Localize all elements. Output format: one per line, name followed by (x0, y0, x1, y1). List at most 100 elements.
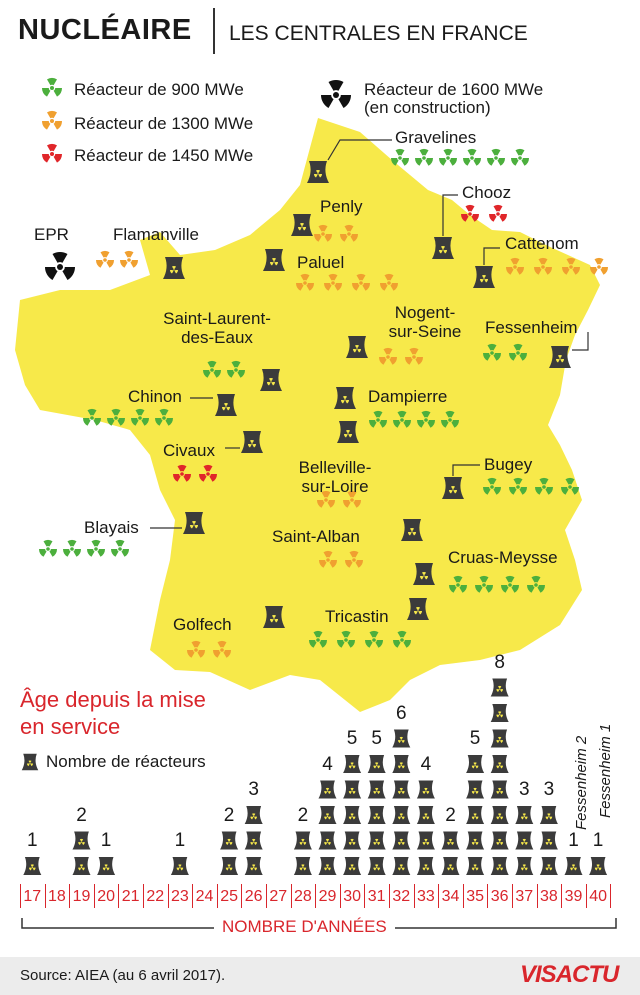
year-divider (20, 884, 21, 908)
count-label-31: 5 (371, 728, 382, 749)
count-label-38: 3 (543, 779, 555, 800)
cattenom-reactor-icon (562, 258, 580, 275)
cruas-reactor-icon (501, 576, 519, 593)
chinon-label: Chinon (128, 387, 182, 406)
tower-trefoil-icon (594, 864, 602, 871)
legend-1600: Réacteur de 1600 MWe (364, 80, 544, 99)
year-divider (610, 884, 612, 908)
blayais-reactor-icon (39, 540, 57, 557)
bugey-reactor-icon (483, 478, 501, 495)
tower-trefoil-icon (545, 864, 553, 871)
year-tick-30: 30 (343, 888, 361, 905)
year-divider (290, 884, 292, 908)
tower-trefoil-icon (250, 838, 257, 845)
count-label-25: 2 (223, 804, 235, 826)
tower-trefoil-icon (422, 864, 430, 871)
year-divider (93, 884, 95, 908)
saint-alban-reactor-icon (345, 551, 363, 568)
tower-trefoil-icon (496, 813, 503, 820)
tower-trefoil-icon (373, 787, 380, 794)
tricastin-reactor-icon (365, 631, 383, 648)
fessenheim-label: Fessenheim (485, 318, 578, 337)
legend-1450: Réacteur de 1450 MWe (74, 146, 254, 165)
footer: Source: AIEA (au 6 avril 2017). VISACTU (0, 957, 640, 995)
year-divider (143, 884, 144, 908)
year-divider (389, 884, 390, 908)
tower-trefoil-icon (398, 838, 405, 845)
year-tick-37: 37 (515, 888, 534, 905)
tower-trefoil-icon (521, 864, 528, 871)
gravelines-reactor-icon (439, 149, 457, 166)
tower-trefoil-icon (324, 813, 331, 820)
count-legend: Nombre de réacteurs (46, 752, 206, 771)
cattenom-reactor-icon (534, 258, 552, 275)
count-label-29: 4 (322, 753, 333, 775)
tower-trefoil-icon (267, 378, 275, 386)
source-note: Source: AIEA (au 6 avril 2017). (20, 967, 226, 984)
tower-trefoil-icon (422, 838, 430, 845)
count-label-28: 2 (297, 804, 309, 826)
year-tick-34: 34 (441, 888, 460, 905)
nogent-label-line1: Nogent- (394, 303, 456, 322)
golfech-reactor-icon (213, 641, 231, 658)
page-title: NUCLÉAIRE (18, 14, 192, 46)
tricastin-reactor-icon (309, 631, 327, 648)
tower-trefoil-icon (447, 838, 454, 845)
year-divider (266, 884, 267, 908)
tower-trefoil-icon (496, 762, 503, 769)
year-tick-36: 36 (490, 888, 509, 905)
count-label-17: 1 (27, 830, 38, 851)
penly-reactor-icon (340, 225, 358, 242)
tower-trefoil-icon (545, 813, 553, 820)
nogent-reactor-icon (405, 348, 423, 365)
cruas-label: Cruas-Meysse (448, 548, 558, 567)
tower-trefoil-icon (480, 275, 488, 283)
tower-trefoil-icon (298, 223, 306, 231)
tower-trefoil-icon (348, 838, 356, 845)
tower-trefoil-icon (348, 864, 356, 871)
fessenheim2-label: Fessenheim 2 (573, 735, 590, 830)
tower-trefoil-icon (324, 787, 331, 794)
paluel-reactor-icon (380, 274, 398, 291)
tower-trefoil-icon (353, 345, 361, 353)
tower-trefoil-icon (29, 864, 36, 871)
saint-laurent-label-line2: des-Eaux (181, 328, 253, 347)
tower-trefoil-icon (447, 864, 454, 871)
tower-trefoil-icon (471, 762, 479, 769)
cattenom-label: Cattenom (505, 234, 579, 253)
dampierre-reactor-icon (441, 411, 459, 428)
cruas-reactor-icon (475, 576, 493, 593)
tower-trefoil-icon (414, 607, 422, 615)
year-divider (241, 884, 243, 908)
year-tick-35: 35 (466, 888, 484, 905)
epr-reactor-icon (45, 252, 75, 280)
year-tick-21: 21 (121, 888, 140, 905)
tricastin-reactor-icon (337, 631, 355, 648)
fessenheim-reactor-icon (509, 344, 527, 361)
civaux-reactor-icon (173, 465, 191, 482)
page-subtitle: LES CENTRALES EN FRANCE (229, 22, 528, 45)
tower-trefoil-icon (344, 430, 352, 438)
cruas-reactor-icon (527, 576, 545, 593)
france-map (15, 118, 600, 712)
tower-trefoil-icon (78, 864, 85, 871)
tower-trefoil-icon (270, 615, 278, 623)
legend-900-icon (42, 78, 62, 97)
year-divider (339, 884, 341, 908)
tower-trefoil-icon (348, 787, 356, 794)
saint-laurent-label-line1: Saint-Laurent- (163, 309, 271, 328)
year-tick-22: 22 (146, 888, 165, 905)
year-divider (561, 884, 563, 908)
year-divider (69, 884, 71, 908)
count-label-20: 1 (100, 830, 112, 851)
count-label-35: 5 (469, 728, 481, 749)
tower-trefoil-icon (471, 838, 479, 845)
year-divider (413, 884, 415, 908)
year-divider (585, 884, 587, 908)
tower-trefoil-icon (348, 813, 356, 820)
belleville-label-line2: sur-Loire (301, 477, 369, 496)
gravelines-label: Gravelines (395, 128, 477, 147)
year-tick-26: 26 (244, 888, 263, 905)
leader-line (572, 332, 589, 351)
tower-trefoil-icon (471, 787, 479, 794)
